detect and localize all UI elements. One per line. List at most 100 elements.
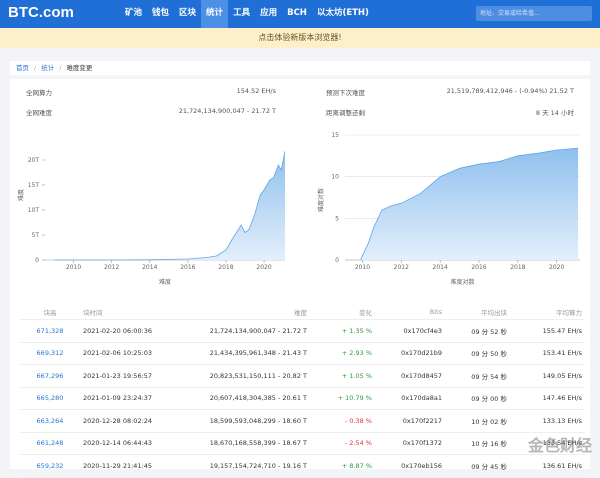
table-cell: 2020-11-29 21:41:45	[80, 454, 175, 478]
table-row: 669,312 2021-02-06 10:25:03 21,434,395,961…	[20, 342, 585, 365]
table-row: 663,264 2020-12-28 08:02:24 18,599,593,048…	[20, 409, 585, 433]
stat-label: 全网难度	[26, 109, 52, 117]
table-cell: 0x170d8457	[375, 364, 445, 388]
table-cell[interactable]: 667,296	[20, 364, 80, 388]
y-tick-label: 20T	[28, 157, 40, 164]
table-cell: 153.41 EH/s	[510, 342, 585, 365]
table-cell: 0x170f2217	[375, 409, 445, 433]
y-tick-label: 15	[331, 132, 339, 139]
banner[interactable]: 点击体验新版本浏览器!	[0, 28, 600, 48]
breadcrumb: 首页 / 统计 / 难度变更	[10, 61, 590, 75]
table-cell[interactable]: 663,264	[20, 409, 80, 433]
table-cell[interactable]: 669,312	[20, 342, 80, 365]
watermark: 金色财经	[527, 436, 592, 455]
crumb-link[interactable]: 统计	[41, 64, 55, 72]
stat-label: 距离调整还剩	[326, 109, 365, 117]
table-row: 671,328 2021-02-20 06:00:36 21,724,134,900…	[20, 319, 585, 343]
y-tick-label: 5	[335, 215, 339, 222]
table-cell: 2021-01-09 23:24:37	[80, 387, 175, 410]
table-cell: - 0.38 %	[310, 409, 375, 433]
stat-value: 21,519,789,412,946 - (-0.94%) 21.52 T	[446, 87, 574, 95]
nav-item[interactable]: 工具	[233, 8, 251, 18]
difficulty-table: 块高 块时间 难度 变化 Bits 平均出块 平均算力 671,328 2021-02-20 0…	[20, 305, 585, 478]
y-tick-label: 15T	[28, 182, 40, 189]
crumb-link[interactable]: 首页	[16, 64, 29, 72]
nav: 矿池 钱包 区块 统计 工具 应用 BCH 以太坊(ETH)	[120, 0, 374, 28]
table-cell: + 2.93 %	[310, 342, 375, 365]
table-cell: 2020-12-28 08:02:24	[80, 409, 175, 433]
column-header: 块高	[20, 305, 80, 320]
logo[interactable]: BTC.com	[8, 4, 74, 21]
column-header: 平均出块	[445, 305, 510, 320]
x-tick-label: 2016	[471, 264, 486, 271]
y-tick-label: 0	[35, 257, 39, 264]
nav-item[interactable]: 区块	[179, 8, 197, 18]
x-tick-label: 2014	[433, 264, 448, 271]
y-tick-label: 10	[331, 174, 339, 181]
y-axis-label: 难度对数	[317, 188, 325, 212]
x-tick-label: 2010	[355, 264, 370, 271]
stat-label: 预测下次难度	[326, 89, 365, 97]
table-cell: 19,157,154,724,710 - 19.16 T	[175, 454, 310, 478]
table-cell: 136.61 EH/s	[510, 454, 585, 478]
table-cell: 149.05 EH/s	[510, 364, 585, 388]
table-cell: 0x170cf4e3	[375, 319, 445, 343]
table-cell: 09 分 52 秒	[445, 319, 510, 343]
area	[54, 151, 285, 260]
nav-item[interactable]: BCH	[287, 8, 307, 18]
table-cell: 20,823,531,150,111 - 20.82 T	[175, 364, 310, 388]
table-cell[interactable]: 671,328	[20, 319, 80, 343]
table-cell: 09 分 00 秒	[445, 387, 510, 410]
table-cell: 2021-01-23 19:56:57	[80, 364, 175, 388]
table-cell: + 10.79 %	[310, 387, 375, 410]
table-row: 667,296 2021-01-23 19:56:57 20,823,531,150…	[20, 364, 585, 388]
area	[360, 148, 579, 260]
table-cell: 0x170d21b9	[375, 342, 445, 365]
table-cell: 10 分 16 秒	[445, 432, 510, 455]
y-tick-label: 10T	[28, 207, 40, 214]
table-cell: 2021-02-20 06:00:36	[80, 319, 175, 343]
y-tick-label: 0	[335, 257, 339, 264]
table-cell[interactable]: 659,232	[20, 454, 80, 478]
x-tick-label: 2012	[104, 264, 119, 271]
nav-item[interactable]: 钱包	[152, 8, 170, 18]
column-header: 块时间	[80, 305, 175, 320]
nav-item[interactable]: 统计	[201, 0, 229, 28]
stat-value: 154.52 EH/s	[236, 87, 276, 95]
x-tick-label: 2020	[256, 264, 271, 271]
line	[54, 151, 286, 261]
table-cell: 2020-12-14 06:44:43	[80, 432, 175, 455]
x-tick-label: 2020	[549, 264, 564, 271]
table-cell: 09 分 50 秒	[445, 342, 510, 365]
x-tick-label: 2018	[218, 264, 233, 271]
x-axis-label: 难度	[159, 278, 171, 286]
table-cell[interactable]: 665,280	[20, 387, 80, 410]
x-tick-label: 2016	[180, 264, 195, 271]
table-cell: 133.13 EH/s	[510, 409, 585, 433]
table-cell: 09 分 45 秒	[445, 454, 510, 478]
column-header: 变化	[310, 305, 375, 320]
table-cell: 0x170f1372	[375, 432, 445, 455]
table-cell: 133.54 EH/s	[510, 432, 585, 455]
x-tick-label: 2010	[66, 264, 81, 271]
x-tick-label: 2012	[394, 264, 409, 271]
stat-value: 21,724,134,900,047 - 21.72 T	[178, 107, 276, 115]
column-header: 平均算力	[510, 305, 585, 320]
y-tick-label: 5T	[32, 232, 40, 239]
nav-item[interactable]: 矿池	[125, 8, 143, 18]
y-axis-label: 难度	[17, 189, 25, 201]
line	[360, 147, 579, 261]
table-cell: 2021-02-06 10:25:03	[80, 342, 175, 365]
table-cell: 18,670,168,558,399 - 18.67 T	[175, 432, 310, 455]
table-row: 659,232 2020-11-29 21:41:45 19,157,154,724…	[20, 454, 585, 478]
search-box[interactable]: 地址、交易或哈希值...	[476, 6, 592, 21]
table-cell: 18,599,593,048,299 - 18.60 T	[175, 409, 310, 433]
table-cell[interactable]: 661,248	[20, 432, 80, 455]
nav-item[interactable]: 应用	[260, 8, 278, 18]
x-tick-label: 2018	[510, 264, 525, 271]
table-cell: + 8.87 %	[310, 454, 375, 478]
table-cell: + 1.05 %	[310, 364, 375, 388]
nav-item[interactable]: 以太坊(ETH)	[316, 8, 369, 18]
